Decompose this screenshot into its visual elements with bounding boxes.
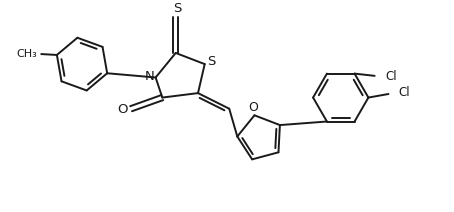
Text: O: O (249, 101, 258, 114)
Text: S: S (207, 55, 215, 68)
Text: Cl: Cl (385, 70, 396, 83)
Text: Cl: Cl (399, 86, 410, 99)
Text: N: N (145, 70, 155, 83)
Text: S: S (173, 2, 181, 15)
Text: O: O (117, 103, 128, 116)
Text: CH₃: CH₃ (16, 49, 37, 59)
